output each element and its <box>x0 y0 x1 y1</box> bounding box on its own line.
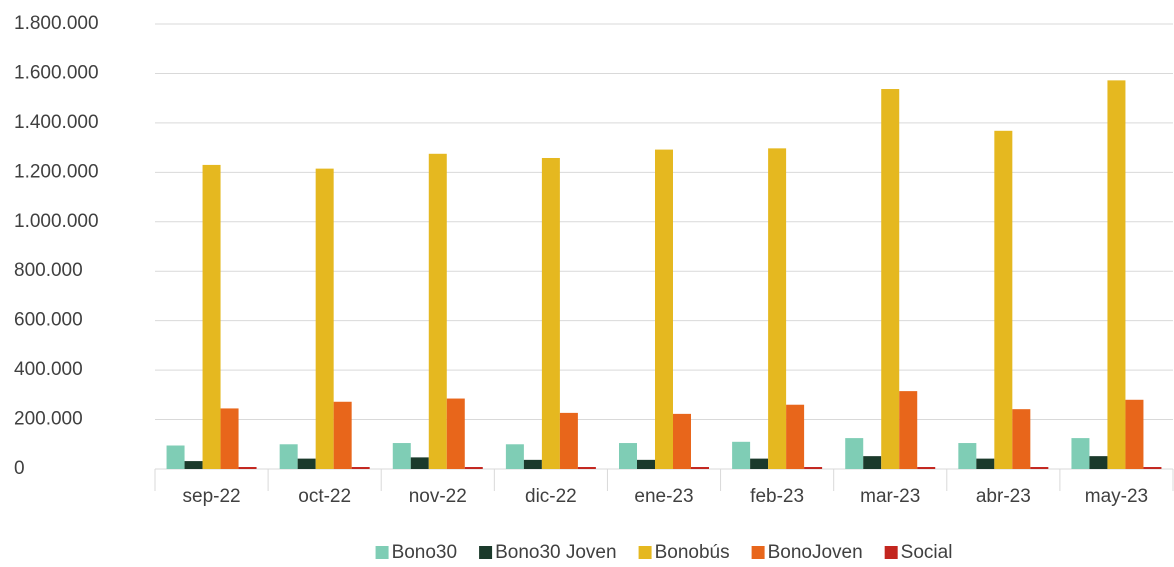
x-tick-label: ene-23 <box>634 486 693 507</box>
y-tick-label: 1.600.000 <box>14 62 99 83</box>
bar <box>184 461 203 469</box>
y-tick-label: 200.000 <box>14 409 83 430</box>
bar <box>279 444 298 469</box>
bar <box>958 443 977 469</box>
bar <box>541 157 560 469</box>
bar <box>619 443 637 469</box>
bar <box>750 458 769 469</box>
bar <box>410 457 429 469</box>
x-tick-label: dic-22 <box>525 486 577 507</box>
bar <box>559 412 578 469</box>
bar <box>691 467 709 469</box>
bar <box>1107 80 1126 469</box>
bar <box>297 458 316 469</box>
bar <box>1089 456 1108 469</box>
bar <box>1125 399 1144 469</box>
legend-label: Social <box>901 542 953 563</box>
x-tick-label: may-23 <box>1085 486 1148 507</box>
bar <box>392 443 411 469</box>
x-tick-label: oct-22 <box>298 486 351 507</box>
bar <box>786 404 805 469</box>
bar <box>899 391 918 469</box>
y-tick-label: 600.000 <box>14 310 83 331</box>
y-tick-label: 800.000 <box>14 260 83 281</box>
bar <box>505 444 524 469</box>
x-tick-label: sep-22 <box>183 486 241 507</box>
bar <box>804 467 823 469</box>
bar <box>202 164 221 469</box>
bar <box>523 459 542 469</box>
bar <box>881 89 900 470</box>
bar <box>1012 409 1031 469</box>
bar <box>351 467 370 469</box>
legend-swatch <box>375 546 389 559</box>
legend-swatch <box>479 546 493 559</box>
bar <box>1071 438 1090 469</box>
legend-label: Bonobús <box>655 542 730 563</box>
bar <box>673 413 691 469</box>
bar <box>220 408 239 469</box>
y-tick-label: 0 <box>14 458 25 479</box>
bar <box>637 459 655 469</box>
legend-label: Bono30 Joven <box>495 542 617 563</box>
bar <box>333 401 352 469</box>
legend-swatch <box>884 546 898 559</box>
bar <box>166 445 185 469</box>
legend-swatch <box>751 546 765 559</box>
bar <box>1030 467 1049 469</box>
bar <box>976 458 995 469</box>
y-tick-label: 1.200.000 <box>14 161 99 182</box>
bar <box>577 467 596 469</box>
bar <box>845 438 864 469</box>
bar <box>1143 467 1162 469</box>
bar <box>863 456 882 469</box>
x-tick-label: abr-23 <box>976 486 1031 507</box>
x-tick-label: feb-23 <box>750 486 804 507</box>
x-tick-label: nov-22 <box>409 486 467 507</box>
bar <box>768 148 787 469</box>
legend-label: BonoJoven <box>768 542 863 563</box>
y-tick-label: 400.000 <box>14 359 83 380</box>
bar <box>238 467 257 469</box>
y-tick-label: 1.400.000 <box>14 112 99 133</box>
bar <box>464 467 483 469</box>
bar <box>917 467 936 469</box>
legend-swatch <box>638 546 652 559</box>
y-tick-label: 1.800.000 <box>14 13 99 34</box>
bar <box>428 153 447 469</box>
bar <box>732 441 751 469</box>
bar <box>655 149 673 470</box>
x-tick-label: mar-23 <box>860 486 920 507</box>
bar <box>994 130 1013 470</box>
bar <box>315 168 334 469</box>
bar <box>446 398 465 469</box>
y-tick-label: 1.000.000 <box>14 211 99 232</box>
legend-label: Bono30 <box>392 542 458 563</box>
